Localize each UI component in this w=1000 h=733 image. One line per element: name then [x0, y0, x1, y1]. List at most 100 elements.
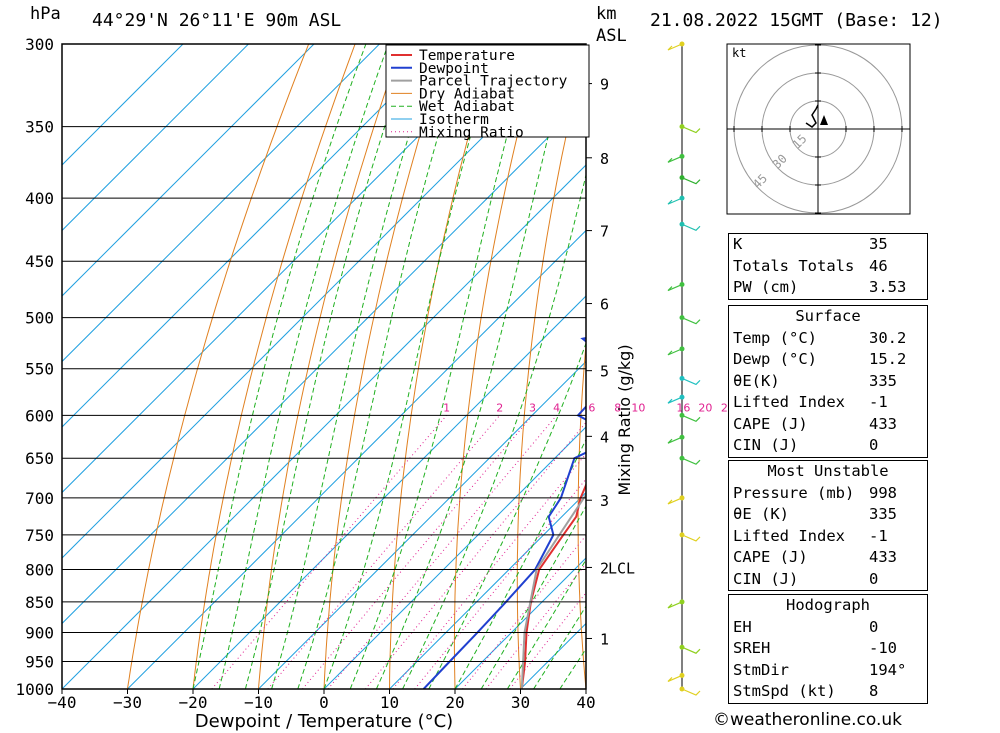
pressure-tick-label: 450: [25, 252, 54, 271]
wind-barb: [667, 674, 683, 682]
stmdir-row: StmDir 194°: [733, 660, 907, 679]
most-unstable-panel: Most Unstable Pressure (mb) 998 θE (K) 335…: [728, 460, 928, 591]
isotherm-line: [62, 44, 184, 166]
legend-entry: Isotherm: [419, 112, 489, 128]
wind-barb: [667, 43, 683, 51]
wind-level-dot: [679, 124, 685, 130]
mixing-ratio-line: [302, 414, 533, 689]
legend-entry: Dry Adiabat: [419, 86, 515, 102]
surface-cin-row: CIN (J) 0: [733, 436, 879, 454]
isotherm-line: [62, 44, 511, 494]
wind-barb: [667, 436, 683, 444]
surface-panel: Surface Temp (°C) 30.2 Dewp (°C) 15.2 θE(K…: [728, 305, 928, 458]
dry-adiabat-line: [694, 44, 726, 689]
pressure-tick-label: 950: [25, 653, 54, 672]
wind-barb: [667, 396, 683, 404]
isotherm-line: [62, 164, 586, 689]
wind-barb: [667, 348, 683, 356]
wind-barb: [681, 223, 701, 231]
mu-pressure-row: Pressure (mb) 998: [733, 483, 897, 502]
surface-li-row: Lifted Index -1: [733, 393, 888, 411]
mixing-ratio-line: [267, 414, 501, 689]
wind-barb: [667, 283, 683, 292]
isotherm-line: [62, 44, 315, 297]
pressure-tick-label: 600: [25, 406, 54, 425]
mixing-ratio-label: 8: [614, 401, 621, 414]
wind-barb: [667, 155, 683, 163]
x-tick-label: 20: [445, 693, 464, 712]
pressure-tick-label: 400: [25, 189, 54, 208]
wind-barb: [681, 534, 701, 542]
mixing-ratio-label: 1: [443, 401, 450, 414]
mu-cape-row: CAPE (J) 433: [733, 548, 897, 566]
pressure-tick-label: 500: [25, 309, 54, 328]
wind-barb: [681, 646, 701, 654]
dry-adiabat-line: [127, 44, 310, 689]
mixing-ratio-line: [327, 414, 557, 689]
datetime-title: 21.08.2022 15GMT (Base: 12): [650, 10, 943, 31]
mixing-ratio-label: 2: [496, 401, 503, 414]
legend-entry: Dewpoint: [419, 61, 489, 77]
isotherm-line: [127, 229, 586, 689]
surface-theta-row: θE(K) 335: [733, 371, 897, 390]
x-tick-label: −40: [48, 693, 77, 712]
wind-barb: [667, 197, 683, 205]
wind-barb: [681, 457, 701, 465]
wind-barb: [681, 317, 701, 325]
location-title: 44°29'N 26°11'E 90m ASL: [92, 10, 342, 31]
pressure-tick-label: 750: [25, 526, 54, 545]
mixing-ratio-label: 16: [676, 401, 690, 414]
totals-totals-row: Totals Totals 46: [733, 256, 888, 275]
wind-barb: [681, 377, 701, 386]
mixing-ratio-line: [365, 421, 586, 689]
sreh-row: SREH -10: [733, 639, 897, 657]
x-tick-label: 10: [380, 693, 399, 712]
hodograph-unit-label: kt: [732, 46, 746, 60]
wet-adiabat-line: [454, 438, 586, 689]
km-tick-label: 5: [600, 363, 609, 381]
hodograph-trace: [805, 104, 819, 128]
surface-dewp-row: Dewp (°C) 15.2: [733, 350, 907, 368]
stmspd-row: StmSpd (kt) 8: [733, 682, 879, 700]
isotherm-line: [389, 491, 586, 689]
mixing-ratio-label: 20: [698, 401, 712, 414]
mixing-ratio-line: [211, 414, 448, 689]
pressure-tick-label: 650: [25, 449, 54, 468]
wind-barb: [681, 177, 701, 185]
mixing-ratio-label: 4: [553, 401, 560, 414]
pressure-tick-label: 350: [25, 118, 54, 137]
hodograph-panel: Hodograph EH 0 SREH -10 StmDir 194° StmSpd …: [728, 594, 928, 704]
surface-title: Surface: [795, 307, 861, 325]
legend-entry: Wet Adiabat: [419, 99, 515, 115]
isotherm-line: [323, 426, 586, 689]
mu-theta-row: θE (K) 335: [733, 505, 897, 523]
x-tick-label: −30: [113, 693, 142, 712]
x-tick-label: 30: [511, 693, 530, 712]
mu-li-row: Lifted Index -1: [733, 526, 888, 545]
legend: [385, 44, 590, 138]
pressure-tick-label: 550: [25, 360, 54, 379]
isotherm-line: [454, 557, 586, 689]
isotherm-line: [192, 295, 586, 689]
isotherm-line: [62, 44, 380, 363]
mixing-ratio-label: 3: [529, 401, 536, 414]
x-tick-label: 0: [319, 693, 329, 712]
km-tick-label: 6: [600, 296, 609, 314]
x-axis-label: Dewpoint / Temperature (°C): [195, 711, 453, 732]
mu-cin-row: CIN (J) 0: [733, 569, 879, 588]
eh-row: EH 0: [733, 617, 879, 636]
km-tick-label: 4: [600, 428, 609, 446]
wet-adiabat-line: [218, 44, 389, 689]
surface-temp-row: Temp (°C) 30.2: [733, 328, 907, 347]
isotherm-line: [62, 44, 249, 232]
wet-adiabat-line: [480, 505, 586, 689]
wind-barb: [667, 601, 683, 609]
lcl-label: LCL: [608, 559, 635, 577]
mixing-ratio-line: [462, 534, 586, 689]
wind-barb: [681, 126, 701, 134]
km-tick-label: 8: [600, 150, 609, 168]
asl-unit-label: ASL: [596, 26, 627, 46]
legend-entry: Parcel Trajectory: [419, 74, 568, 90]
pressure-tick-label: 1000: [15, 680, 54, 699]
